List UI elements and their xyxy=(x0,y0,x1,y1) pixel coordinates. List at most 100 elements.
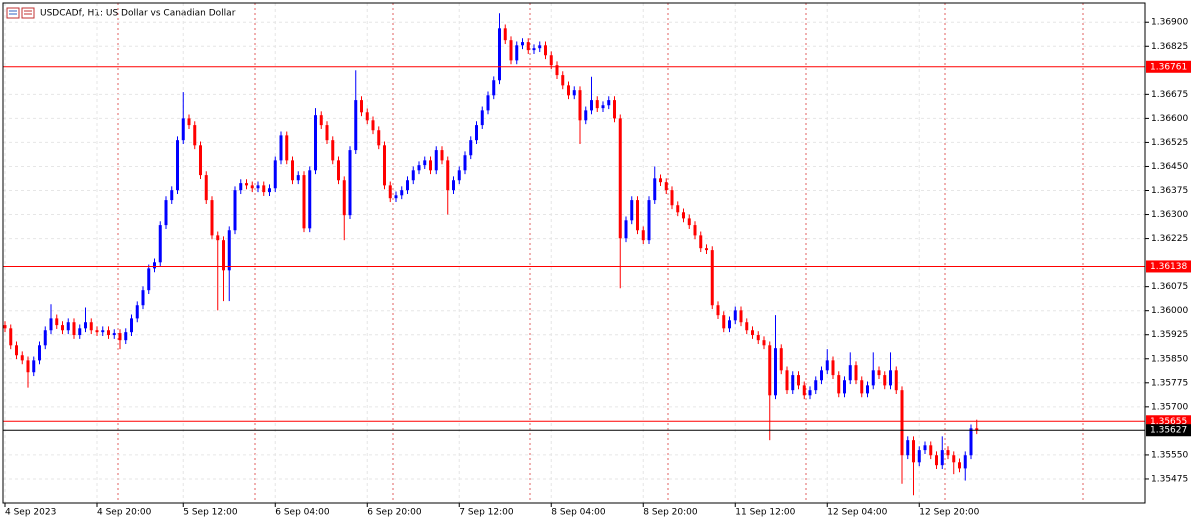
candle-body xyxy=(779,348,783,371)
candle-body xyxy=(377,130,381,146)
chart-icon xyxy=(6,7,35,19)
candle-body xyxy=(38,345,41,361)
candle-body xyxy=(176,140,179,191)
candle-body xyxy=(446,160,450,191)
candle-body xyxy=(670,190,674,206)
candle-body xyxy=(164,200,168,226)
candle-body xyxy=(503,28,507,41)
x-tick-label: 4 Sep 20:00 xyxy=(97,508,152,518)
y-tick-label: 1.36450 xyxy=(1151,162,1188,172)
candle-body xyxy=(268,188,271,193)
candle-body xyxy=(233,190,237,231)
candle-body xyxy=(883,375,887,386)
candle-body xyxy=(659,178,662,183)
candle-body xyxy=(975,428,979,431)
candle-body xyxy=(342,180,346,216)
candle-body xyxy=(952,455,956,463)
candle-body xyxy=(89,322,93,331)
y-tick-label: 1.35550 xyxy=(1151,450,1188,460)
candle-body xyxy=(26,360,30,373)
y-tick-label: 1.35850 xyxy=(1151,354,1188,364)
candle-body xyxy=(222,240,225,271)
x-tick-label: 12 Sep 04:00 xyxy=(827,508,887,518)
y-tick-label: 1.35475 xyxy=(1151,474,1188,484)
candle-body xyxy=(618,118,622,239)
candle-body xyxy=(434,150,438,171)
candle-body xyxy=(95,330,99,333)
candle-body xyxy=(653,178,657,201)
day-separators xyxy=(117,3,1084,503)
candle-body xyxy=(55,318,59,326)
candle-body xyxy=(751,330,754,336)
candle-body xyxy=(78,328,82,336)
candle-body xyxy=(337,160,340,181)
candle-body xyxy=(239,183,243,191)
x-tick-label: 4 Sep 2023 xyxy=(5,508,56,518)
candle-body xyxy=(66,322,70,331)
candle-body xyxy=(486,95,490,111)
candle-body xyxy=(417,165,421,171)
candle-body xyxy=(699,235,703,249)
candle-body xyxy=(544,45,547,56)
candle-body xyxy=(958,462,961,469)
icon-frame xyxy=(21,7,35,19)
candle-body xyxy=(452,180,455,191)
candle-body xyxy=(866,385,869,394)
candle-body xyxy=(590,100,593,111)
candle-body xyxy=(423,160,427,166)
y-tick-label: 1.36075 xyxy=(1151,282,1188,292)
candle-body xyxy=(889,370,892,386)
candle-body xyxy=(181,118,185,141)
price-level-box xyxy=(1146,260,1191,273)
candle-body xyxy=(515,45,519,61)
candle-body xyxy=(716,305,720,316)
candle-body xyxy=(204,175,208,201)
y-tick-label: 1.36525 xyxy=(1151,138,1188,148)
candle-body xyxy=(682,212,685,219)
x-tick-label: 8 Sep 04:00 xyxy=(551,508,606,518)
candle-body xyxy=(567,85,570,96)
y-tick-label: 1.35925 xyxy=(1151,330,1188,340)
y-tick-label: 1.36375 xyxy=(1151,186,1188,196)
candle-body xyxy=(647,200,651,241)
candle-body xyxy=(314,115,317,171)
candle-body xyxy=(308,170,312,229)
candle-body xyxy=(693,225,697,236)
candle-body xyxy=(319,115,323,126)
candle-body xyxy=(687,218,691,226)
candle-body xyxy=(475,125,478,141)
candle-body xyxy=(848,365,852,381)
candle-body xyxy=(400,190,404,196)
candle-body xyxy=(498,28,501,81)
candle-body xyxy=(538,45,542,49)
x-tick-label: 7 Sep 12:00 xyxy=(459,508,514,518)
candle-body xyxy=(641,230,645,241)
candle-body xyxy=(762,340,766,346)
y-tick-label: 1.36825 xyxy=(1151,42,1188,52)
candle-body xyxy=(797,375,800,386)
candle-body xyxy=(831,360,835,376)
candle-body xyxy=(256,185,260,189)
candle-body xyxy=(187,118,191,126)
y-tick-label: 1.36600 xyxy=(1151,114,1188,124)
price-level-box xyxy=(1146,60,1191,73)
candle-body xyxy=(601,105,605,109)
candle-body xyxy=(245,183,248,186)
candle-body xyxy=(578,90,582,121)
candle-body xyxy=(250,185,254,189)
candle-body xyxy=(745,322,749,331)
candle-body xyxy=(3,325,7,329)
candle-body xyxy=(561,75,565,86)
price-level-label: 1.35627 xyxy=(1150,426,1187,436)
candle-body xyxy=(193,125,197,146)
candle-body xyxy=(820,370,823,381)
candle-body xyxy=(480,110,484,126)
candle-body xyxy=(860,380,864,394)
candle-body xyxy=(837,375,841,394)
candle-body xyxy=(429,160,432,171)
y-tick-label: 1.35775 xyxy=(1151,378,1188,388)
candle-body xyxy=(843,380,846,394)
candle-body xyxy=(118,333,122,341)
candle-body xyxy=(365,112,369,121)
candle-body xyxy=(170,190,174,201)
